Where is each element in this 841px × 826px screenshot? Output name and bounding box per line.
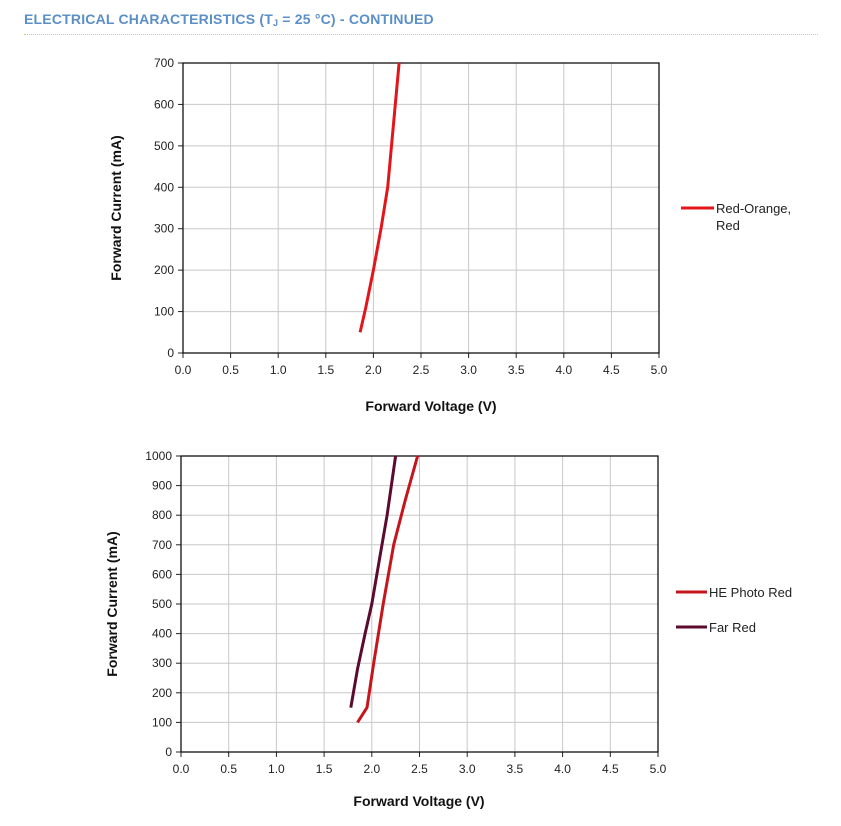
- plot-area-frame: [182, 62, 660, 354]
- y-axis-title: Forward Current (mA): [104, 531, 120, 676]
- x-tick-label: 4.5: [603, 363, 620, 377]
- x-tick-label: 5.0: [651, 363, 668, 377]
- legend-label: Far Red: [709, 620, 756, 635]
- y-tick-label: 700: [154, 56, 174, 70]
- x-tick-label: 0.5: [220, 762, 237, 776]
- x-tick-label: 2.5: [411, 762, 428, 776]
- page-title-subscript: J: [272, 18, 279, 28]
- x-tick-label: 3.5: [507, 762, 524, 776]
- x-tick-label: 3.5: [508, 363, 525, 377]
- x-tick-label: 1.5: [316, 762, 333, 776]
- plot-area-frame: [180, 455, 659, 753]
- x-tick-label: 5.0: [650, 762, 667, 776]
- legend-label-line: HE Photo Red: [709, 585, 792, 600]
- x-tick-label: 1.0: [270, 363, 287, 377]
- x-tick-label: 0.5: [222, 363, 239, 377]
- x-tick-label: 1.5: [317, 363, 334, 377]
- header-divider: [24, 34, 818, 35]
- legend-label: HE Photo Red: [709, 585, 792, 600]
- x-tick-label: 0.0: [173, 762, 190, 776]
- forward-current-chart-photo-far-red: 0.0 0.5 1.0 1.5 2.0 2.5 3.0 3.5 4.0 4.5 5.0 0 100 200…: [104, 449, 792, 809]
- legend-label-line: Far Red: [709, 620, 756, 635]
- y-tick-label: 700: [152, 538, 172, 552]
- x-tick-label: 2.5: [413, 363, 430, 377]
- x-axis-title: Forward Voltage (V): [365, 398, 496, 414]
- x-tick-label: 4.5: [602, 762, 619, 776]
- series-line: [349, 455, 398, 708]
- y-tick-label: 500: [154, 139, 174, 153]
- y-tick-label: 0: [167, 346, 174, 360]
- y-tick-label: 200: [152, 686, 172, 700]
- x-tick-label: 3.0: [460, 363, 477, 377]
- x-tick-label: 4.0: [554, 762, 571, 776]
- x-axis-title: Forward Voltage (V): [353, 793, 484, 809]
- series-line: [358, 62, 401, 333]
- legend-label-line: Red-Orange,: [716, 201, 791, 216]
- y-tick-label: 600: [152, 567, 172, 581]
- y-tick-label: 400: [154, 180, 174, 194]
- y-tick-label: 100: [152, 715, 172, 729]
- y-tick-label: 900: [152, 479, 172, 493]
- series-line: [356, 455, 420, 724]
- y-tick-label: 500: [152, 597, 172, 611]
- y-tick-label: 400: [152, 627, 172, 641]
- x-tick-label: 3.0: [459, 762, 476, 776]
- y-axis-title: Forward Current (mA): [108, 135, 124, 280]
- page-title-end: = 25 °C) - CONTINUED: [278, 11, 434, 27]
- x-tick-label: 2.0: [363, 762, 380, 776]
- page-title-main: ELECTRICAL CHARACTERISTICS (T: [24, 11, 273, 27]
- y-tick-label: 0: [165, 745, 172, 759]
- y-tick-label: 1000: [145, 449, 172, 463]
- y-tick-label: 100: [154, 305, 174, 319]
- y-tick-label: 800: [152, 508, 172, 522]
- y-tick-label: 300: [152, 656, 172, 670]
- y-tick-label: 600: [154, 97, 174, 111]
- page-header: ELECTRICAL CHARACTERISTICS (TJ = 25 °C) …: [24, 10, 818, 35]
- x-tick-label: 1.0: [268, 762, 285, 776]
- forward-current-chart-red-orange: 0.0 0.5 1.0 1.5 2.0 2.5 3.0 3.5 4.0 4.5 5.0 0 100 200…: [108, 56, 791, 414]
- y-tick-label: 200: [154, 263, 174, 277]
- x-tick-label: 0.0: [175, 363, 192, 377]
- y-tick-label: 300: [154, 222, 174, 236]
- x-tick-label: 4.0: [555, 363, 572, 377]
- x-tick-label: 2.0: [365, 363, 382, 377]
- page-title: ELECTRICAL CHARACTERISTICS (TJ = 25 °C) …: [24, 10, 818, 32]
- legend-label: Red-Orange, Red: [716, 201, 791, 233]
- legend-label-line: Red: [716, 218, 740, 233]
